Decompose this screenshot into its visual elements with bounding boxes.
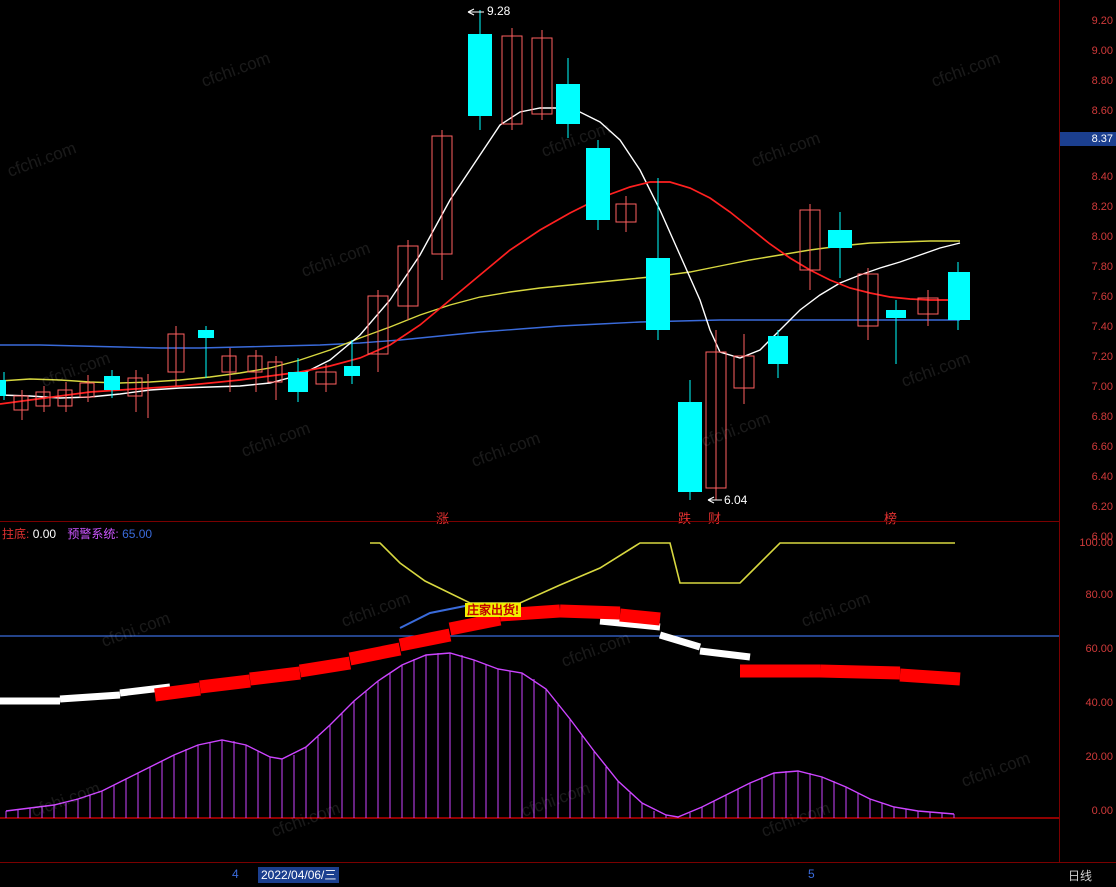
white-ribbon <box>0 617 751 705</box>
bottom-divider <box>0 862 1116 863</box>
price-tick-4: 8.40 <box>1091 171 1113 183</box>
price-tick-1: 9.00 <box>1091 45 1113 57</box>
indicator-header: 拄底: 0.00 预警系统: 65.00 <box>2 525 152 542</box>
ma-blue-line <box>0 319 960 349</box>
right-price-axis[interactable]: 9.20 9.00 8.80 8.60 8.40 8.20 8.00 7.80 … <box>1059 0 1116 863</box>
candlestick-series <box>0 10 970 500</box>
indicator-tick-2: 60.00 <box>1085 643 1113 655</box>
price-tick-7: 7.80 <box>1091 261 1113 273</box>
overlay-char-3: 财 <box>708 511 722 526</box>
indicator-name-1: 拄底: <box>2 527 30 541</box>
dealer-exit-tag: 庄家出货! <box>465 603 521 617</box>
price-tick-2: 8.80 <box>1091 75 1113 87</box>
panel-divider <box>0 521 1116 522</box>
price-tick-13: 6.60 <box>1091 441 1113 453</box>
price-tick-3: 8.60 <box>1091 105 1113 117</box>
yellow-step-line <box>370 542 955 604</box>
high-price-annotation: 9.28 <box>487 4 511 18</box>
bottom-status-bar[interactable]: 4 2022/04/06/三 5 日线 <box>0 863 1116 887</box>
price-tick-5: 8.20 <box>1091 201 1113 213</box>
period-label: 日线 <box>1068 869 1093 883</box>
price-tick-16: 6.00 <box>1091 531 1113 543</box>
red-ribbon <box>154 604 961 702</box>
overlay-char-4: 榜 <box>884 511 898 526</box>
price-tick-12: 6.80 <box>1091 411 1113 423</box>
purple-histogram <box>5 653 955 818</box>
price-tick-9: 7.40 <box>1091 321 1113 333</box>
price-tick-8: 7.60 <box>1091 291 1113 303</box>
indicator-name-2: 预警系统: <box>67 527 119 541</box>
indicator-tick-0: 100.00 <box>1079 537 1113 549</box>
indicator-chart-panel[interactable]: 庄家出货! <box>0 523 1060 863</box>
indicator-tick-3: 40.00 <box>1085 697 1113 709</box>
price-chart-panel[interactable]: 9.28 6.04 涨 跌 财 榜 <box>0 0 1060 526</box>
overlay-char-2: 跌 <box>678 511 692 526</box>
price-tick-10: 7.20 <box>1091 351 1113 363</box>
ma-white-line <box>0 107 961 399</box>
ma-red-line <box>0 181 960 405</box>
price-tick-0: 9.20 <box>1091 15 1113 27</box>
price-tick-15: 6.20 <box>1091 501 1113 513</box>
price-tick-14: 6.40 <box>1091 471 1113 483</box>
date-label: 2022/04/06/三 <box>258 867 340 883</box>
low-price-annotation: 6.04 <box>724 493 748 507</box>
purple-envelope-line <box>5 652 955 818</box>
price-tick-11: 7.00 <box>1091 381 1113 393</box>
indicator-tick-4: 20.00 <box>1085 751 1113 763</box>
price-tick-6: 8.00 <box>1091 231 1113 243</box>
indicator-value-2: 65.00 <box>122 527 153 541</box>
high-arrow-icon <box>467 8 484 16</box>
indicator-tick-5: 0.00 <box>1091 805 1113 817</box>
indicator-value-1: 0.00 <box>32 527 57 541</box>
ma-yellow-line <box>0 240 960 384</box>
indicator-chart-svg <box>0 542 1060 819</box>
price-chart-svg <box>0 8 970 504</box>
overlay-char-1: 涨 <box>436 511 450 526</box>
indicator-tick-1: 80.00 <box>1085 589 1113 601</box>
left-index-label: 4 <box>232 867 239 881</box>
low-arrow-icon <box>707 496 722 504</box>
right-index-label: 5 <box>808 867 815 881</box>
current-price-tag: 8.37 <box>1060 132 1116 146</box>
